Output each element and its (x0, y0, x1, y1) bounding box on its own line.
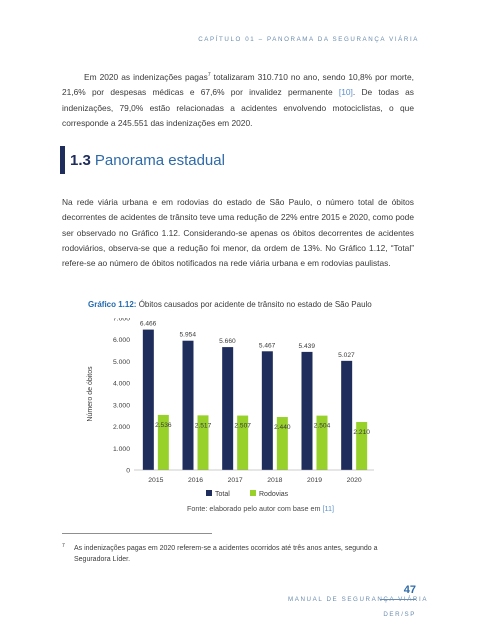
bar-total-2017 (222, 347, 234, 470)
y-tick-label: 0 (126, 468, 130, 475)
data-label-rodovias-2017: 2.507 (234, 423, 251, 430)
bar-total-2018 (261, 351, 273, 470)
x-tick-label: 2018 (267, 477, 282, 484)
footer-title: MANUAL DE SEGURANÇA VIÁRIA (288, 596, 429, 603)
chart-title: Gráfico 1.12: Óbitos causados por aciden… (88, 300, 372, 309)
section-marker-bar (60, 146, 65, 174)
data-label-rodovias-2016: 2.517 (195, 422, 212, 429)
figure-source: Fonte: elaborado pelo autor com base em … (0, 504, 479, 513)
bar-total-2015 (142, 329, 154, 470)
section-heading: 1.3 Panorama estadual (60, 146, 225, 174)
y-tick-label: 2.000 (113, 424, 130, 431)
bar-total-2016 (182, 340, 194, 470)
figure-source-text: Fonte: elaborado pelo autor com base em (187, 504, 323, 513)
footnote-reference[interactable]: 7 (207, 72, 211, 79)
footnote-text: As indenizações pagas em 2020 referem-se… (74, 545, 378, 563)
y-tick-label: 3.000 (113, 402, 130, 409)
bar-rodovias-2018 (276, 417, 288, 470)
data-label-rodovias-2015: 2.536 (155, 422, 172, 429)
chart-label: Gráfico 1.12: (88, 300, 137, 309)
legend-label-rodovias: Rodovias (259, 491, 289, 498)
legend-swatch-total (206, 490, 212, 496)
bar-total-2020 (341, 360, 353, 470)
intro-paragraph: Em 2020 as indenizações pagas7 totalizar… (62, 70, 414, 131)
chapter-header: CAPÍTULO 01 – PANORAMA DA SEGURANÇA VIÁR… (198, 36, 419, 43)
x-tick-label: 2015 (148, 477, 163, 484)
intro-text-a: Em 2020 as indenizações pagas (84, 72, 208, 82)
y-tick-label: 4.000 (113, 381, 130, 388)
bar-rodovias-2020 (356, 422, 368, 470)
bar-chart: Número de óbitos 0 1.000 2.000 3.000 4.000 5.… (87, 318, 374, 498)
intro-text-b: totalizaram 310.710 no ano, sendo 10,8% … (62, 72, 414, 98)
data-label-rodovias-2018: 2.440 (274, 424, 291, 431)
bar-rodovias-2017 (237, 415, 249, 470)
intro-text-c: . De todas as indenizações, 79,0% estão … (62, 87, 414, 128)
data-label-total-2019: 5.439 (299, 343, 316, 350)
y-tick-label: 6.000 (113, 337, 130, 344)
data-label-total-2017: 5.660 (219, 338, 236, 345)
footnote-number: 7 (62, 543, 65, 549)
footnote: 7 As indenizações pagas em 2020 referem-… (62, 543, 414, 565)
legend-label-total: Total (215, 491, 230, 498)
bar-rodovias-2019 (316, 415, 328, 470)
footer-org: DER/SP (383, 611, 416, 618)
data-label-total-2020: 5.027 (338, 352, 355, 359)
body-paragraph: Na rede viária urbana e em rodovias do e… (62, 197, 414, 269)
y-axis-label: Número de óbitos (87, 366, 94, 422)
figure-source-citation[interactable]: [11] (322, 504, 334, 513)
x-tick-label: 2020 (347, 477, 362, 484)
citation-link[interactable]: [10] (338, 87, 353, 98)
page-number: 47 (403, 584, 416, 596)
data-label-rodovias-2020: 2.210 (353, 429, 370, 436)
footnote-divider (62, 533, 212, 534)
data-label-total-2015: 6.466 (140, 321, 157, 328)
bar-rodovias-2016 (197, 415, 209, 470)
bar-rodovias-2015 (157, 414, 169, 470)
y-tick-label: 7.000 (113, 318, 130, 323)
x-tick-label: 2017 (228, 477, 243, 484)
data-label-rodovias-2019: 2.504 (314, 423, 331, 430)
legend-swatch-rodovias (250, 490, 256, 496)
data-label-total-2018: 5.467 (259, 342, 276, 349)
data-label-total-2016: 5.954 (180, 332, 197, 339)
section-number: 1.3 (70, 151, 91, 169)
footer-divider (380, 599, 416, 600)
x-tick-label: 2016 (188, 477, 203, 484)
y-tick-label: 1.000 (113, 446, 130, 453)
x-tick-label: 2019 (307, 477, 322, 484)
bar-total-2019 (301, 351, 313, 470)
section-title: Panorama estadual (94, 151, 225, 169)
chart-caption: Óbitos causados por acidente de trânsito… (136, 300, 372, 309)
y-tick-label: 5.000 (113, 359, 130, 366)
